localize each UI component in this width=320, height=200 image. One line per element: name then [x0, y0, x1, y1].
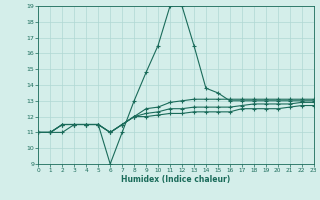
X-axis label: Humidex (Indice chaleur): Humidex (Indice chaleur) — [121, 175, 231, 184]
